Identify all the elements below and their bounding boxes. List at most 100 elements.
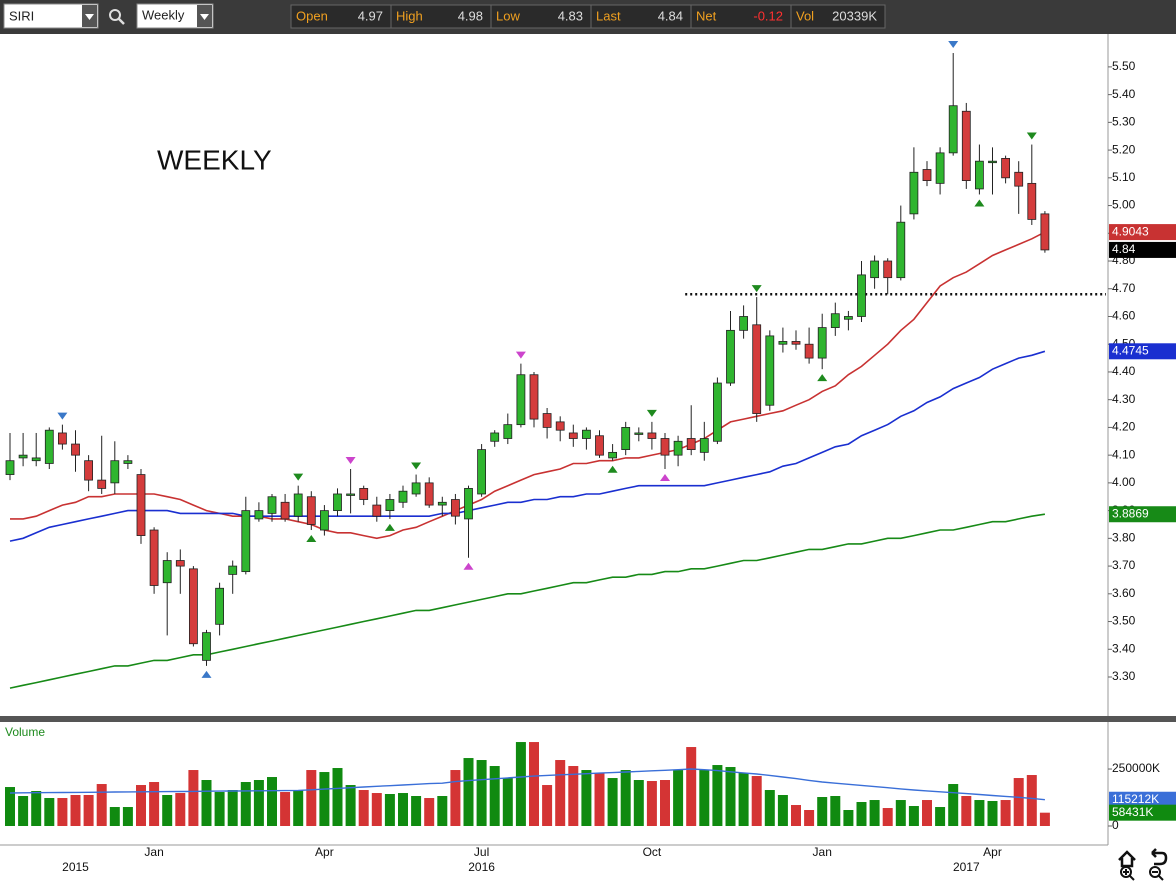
signal-marker xyxy=(463,562,474,570)
volume-bar xyxy=(764,790,775,826)
y-tick-label: 4.30 xyxy=(1112,392,1136,406)
year-label: 2015 xyxy=(62,860,89,874)
volume-bar xyxy=(162,795,173,826)
volume-bar xyxy=(31,791,42,826)
volume-bar xyxy=(214,792,225,826)
volume-bar xyxy=(96,784,107,826)
volume-bar xyxy=(646,781,657,826)
zoom-out-glyph xyxy=(1152,871,1164,881)
volume-bar xyxy=(240,782,251,826)
volume-bar xyxy=(293,790,304,826)
signal-marker xyxy=(817,374,828,382)
undo-icon[interactable] xyxy=(1151,848,1168,866)
candle-body xyxy=(280,501,290,520)
candle-body xyxy=(123,460,133,464)
volume-bar xyxy=(1000,800,1011,826)
volume-bar xyxy=(738,773,749,826)
volume-bar xyxy=(149,782,160,826)
volume-bar xyxy=(57,798,68,826)
volume-bar xyxy=(633,780,644,826)
volume-bar xyxy=(502,778,513,826)
signal-marker xyxy=(306,535,317,543)
candle-body xyxy=(411,482,421,495)
x-tick-label: Apr xyxy=(983,845,1002,859)
candle-body xyxy=(634,432,644,435)
x-tick-label: Jul xyxy=(474,845,489,859)
quote-value: 4.97 xyxy=(358,8,383,23)
quote-label: High xyxy=(396,8,423,23)
candle-body xyxy=(18,454,28,459)
search-icon[interactable] xyxy=(109,9,121,21)
signal-marker xyxy=(607,465,618,473)
candle-body xyxy=(844,316,853,320)
y-tick-label: 3.40 xyxy=(1112,641,1136,655)
volume-bar xyxy=(122,807,133,826)
candle-body xyxy=(162,560,172,584)
volume-bar xyxy=(542,785,553,826)
candle-body xyxy=(529,374,539,420)
candle-body xyxy=(673,440,683,456)
candle-body xyxy=(909,171,919,215)
volume-bar xyxy=(882,808,893,826)
candle-body xyxy=(254,510,264,520)
signal-marker xyxy=(411,462,422,470)
volume-bar xyxy=(384,794,395,826)
zoom-out-icon[interactable] xyxy=(1149,866,1161,878)
candle-body xyxy=(424,482,434,506)
volume-bar xyxy=(201,780,212,826)
signal-marker xyxy=(201,670,212,678)
candle-body xyxy=(1027,182,1037,220)
quote-value: -0.12 xyxy=(753,8,783,23)
volume-bar xyxy=(18,796,29,826)
value-box xyxy=(1109,791,1176,808)
volume-bar xyxy=(791,805,801,826)
quote-value: 4.98 xyxy=(458,8,483,23)
candle-body xyxy=(595,435,604,456)
candle-body xyxy=(791,341,801,345)
candle-body xyxy=(241,510,251,573)
home-icon[interactable] xyxy=(1118,850,1136,868)
year-label: 2016 xyxy=(468,860,495,874)
volume-bar xyxy=(109,807,120,826)
candle-body xyxy=(110,460,120,484)
panel-separator xyxy=(0,716,1176,722)
candle-body xyxy=(228,565,238,575)
volume-bar xyxy=(922,800,932,826)
candle-body xyxy=(359,488,369,500)
candle-body xyxy=(267,496,277,514)
volume-bar xyxy=(856,802,867,826)
year-label: 2017 xyxy=(953,860,980,874)
quote-label: Last xyxy=(596,8,621,23)
candle-body xyxy=(71,443,80,456)
x-tick-label: Apr xyxy=(315,845,334,859)
y-tick-label: 3.70 xyxy=(1112,558,1136,572)
annotation: WEEKLY xyxy=(157,144,272,175)
volume-bar xyxy=(895,800,906,826)
volume-bar xyxy=(581,770,592,826)
volume-bar xyxy=(869,800,880,826)
signal-marker xyxy=(660,474,670,482)
candle-body xyxy=(765,335,775,406)
y-tick-label: 3.30 xyxy=(1112,669,1136,683)
y-tick-label: 3.50 xyxy=(1112,614,1136,628)
search-handle xyxy=(118,18,125,25)
y-tick-label: 4.00 xyxy=(1112,475,1136,489)
volume-bar xyxy=(188,770,199,826)
value-box xyxy=(1109,506,1176,523)
candle-body xyxy=(555,421,565,431)
volume-bar xyxy=(804,810,815,826)
candle-body xyxy=(922,169,932,181)
candle-body xyxy=(961,110,971,181)
quote-value: 20339K xyxy=(832,8,877,23)
candle-body xyxy=(293,493,303,517)
candle-body xyxy=(319,510,329,531)
volume-bar xyxy=(843,810,854,826)
signal-marker xyxy=(751,285,762,293)
zoom-in-icon[interactable] xyxy=(1120,866,1132,878)
candle-body xyxy=(686,438,696,451)
candle-body xyxy=(542,413,552,428)
volume-bar xyxy=(70,795,81,826)
candle-body xyxy=(346,493,356,496)
volume-bar xyxy=(5,787,15,826)
volume-bar xyxy=(83,795,94,826)
